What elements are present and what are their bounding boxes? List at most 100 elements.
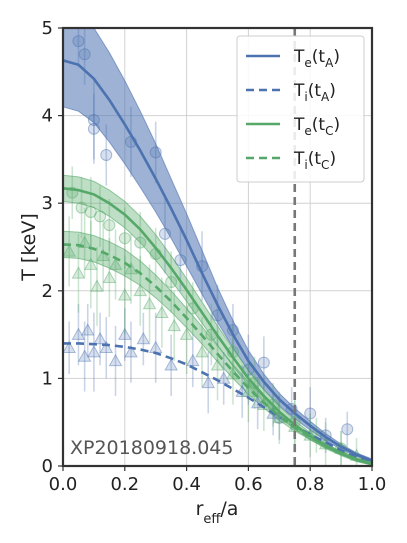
data-point-triangle: [164, 358, 178, 371]
shot-annotation: XP20180918.045: [70, 437, 234, 459]
legend-label-text: ): [333, 47, 340, 67]
data-point-circle: [257, 356, 270, 369]
legend-label-text: T: [293, 149, 305, 169]
legend-label-sub: C: [325, 124, 333, 138]
band-T_e(t_C): [63, 174, 372, 466]
data-point-circle: [158, 227, 171, 240]
data-point-triangle: [71, 327, 86, 340]
x-tick-label: 0.0: [49, 474, 78, 495]
x-tick-label: 0.4: [172, 474, 201, 495]
data-point-triangle: [201, 375, 216, 389]
x-axis-label-sub: eff: [203, 512, 221, 527]
data-point-triangle: [108, 353, 123, 367]
data-point-circle: [174, 254, 187, 267]
data-point-triangle: [185, 353, 200, 367]
data-point-triangle: [71, 266, 86, 279]
legend-label-sub: A: [321, 90, 330, 104]
data-point-triangle: [124, 261, 138, 275]
y-tick-label: 3: [42, 193, 53, 214]
data-point-triangle: [63, 244, 77, 257]
legend-label-text: ): [329, 81, 336, 101]
x-tick-label: 0.8: [296, 474, 325, 495]
x-tick-label: 1.0: [358, 474, 387, 495]
data-point-triangle: [108, 257, 123, 270]
data-point-triangle: [99, 340, 114, 354]
measurement-points: [63, 28, 364, 466]
axis-ticks: 0.0 0.2 0.4 0.6 0.8 1.0 0 1 2 3 4 5: [42, 18, 387, 495]
uncertainty-bands: [63, 28, 372, 466]
data-point-triangle: [90, 279, 104, 292]
data-point-circle: [248, 376, 261, 389]
data-point-triangle: [142, 296, 157, 310]
data-point-circle: [118, 232, 131, 245]
data-point-circle: [84, 205, 97, 218]
legend-label-text: (t: [308, 81, 322, 101]
data-point-triangle: [117, 327, 132, 340]
legend-label-text: T: [293, 47, 305, 67]
line-T_i(t_C): [63, 243, 372, 465]
y-tick-label: 1: [42, 368, 53, 389]
legend-label-sub: A: [325, 56, 334, 70]
data-point-triangle: [155, 305, 169, 318]
data-point-triangle: [216, 371, 231, 384]
y-tick-label: 2: [42, 281, 53, 302]
data-point-circle: [134, 236, 147, 249]
line-T_e(t_A): [63, 59, 372, 462]
data-point-triangle: [102, 270, 117, 283]
legend-label-text: (t: [312, 47, 326, 67]
band-T_i(t_C): [63, 230, 372, 465]
data-point-circle: [87, 122, 100, 135]
legend-label: Ti(tA): [293, 81, 336, 104]
legend-label-text: (t: [308, 149, 322, 169]
y-axis-label: T [keV]: [18, 213, 40, 281]
data-point-triangle: [124, 345, 138, 358]
legend-label-sub: i: [304, 158, 307, 172]
data-point-circle: [87, 113, 100, 126]
data-point-circle: [100, 149, 113, 162]
x-tick-label: 0.6: [234, 474, 263, 495]
y-tick-label: 4: [42, 106, 53, 127]
data-point-circle: [75, 201, 88, 214]
legend-label-text: ): [329, 149, 336, 169]
data-point-circle: [304, 407, 317, 420]
data-point-triangle: [87, 345, 101, 358]
data-point-circle: [149, 146, 162, 159]
legend-label-sub: i: [304, 90, 307, 104]
data-point-triangle: [210, 358, 225, 371]
fit-lines: [63, 59, 372, 466]
band-T_e(t_A): [63, 28, 372, 464]
data-point-triangle: [80, 323, 95, 336]
y-tick-label: 5: [42, 18, 53, 39]
data-point-triangle: [133, 283, 148, 297]
data-point-circle: [94, 210, 107, 223]
data-point-circle: [78, 48, 91, 61]
data-point-triangle: [77, 349, 92, 362]
x-tick-label: 0.2: [110, 474, 139, 495]
legend-box: [236, 35, 365, 183]
data-point-circle: [165, 276, 178, 289]
data-point-triangle: [179, 327, 194, 340]
data-point-triangle: [96, 248, 111, 262]
legend-label: Ti(tC): [293, 149, 336, 172]
data-point-triangle: [83, 257, 98, 270]
data-point-triangle: [136, 331, 151, 345]
x-axis-label: reff/a: [196, 498, 239, 527]
data-point-circle: [103, 219, 116, 232]
legend-label: Te(tC): [293, 115, 340, 138]
data-point-circle: [72, 35, 85, 48]
legend-label-text: (t: [312, 115, 326, 135]
legend-label: Te(tA): [293, 47, 340, 70]
data-point-circle: [341, 423, 354, 436]
legend-label-sub: C: [321, 158, 329, 172]
legend: Te(tA)Ti(tA)Te(tC)Ti(tC): [236, 35, 365, 183]
legend-label-sub: e: [304, 56, 311, 70]
data-point-triangle: [117, 288, 132, 301]
data-point-triangle: [63, 340, 77, 354]
data-point-triangle: [93, 331, 107, 345]
data-point-triangle: [195, 345, 209, 358]
legend-label-text: T: [293, 115, 305, 135]
y-tick-label: 0: [42, 456, 53, 477]
legend-label-text: T: [293, 81, 305, 101]
line-T_i(t_A): [63, 342, 372, 464]
